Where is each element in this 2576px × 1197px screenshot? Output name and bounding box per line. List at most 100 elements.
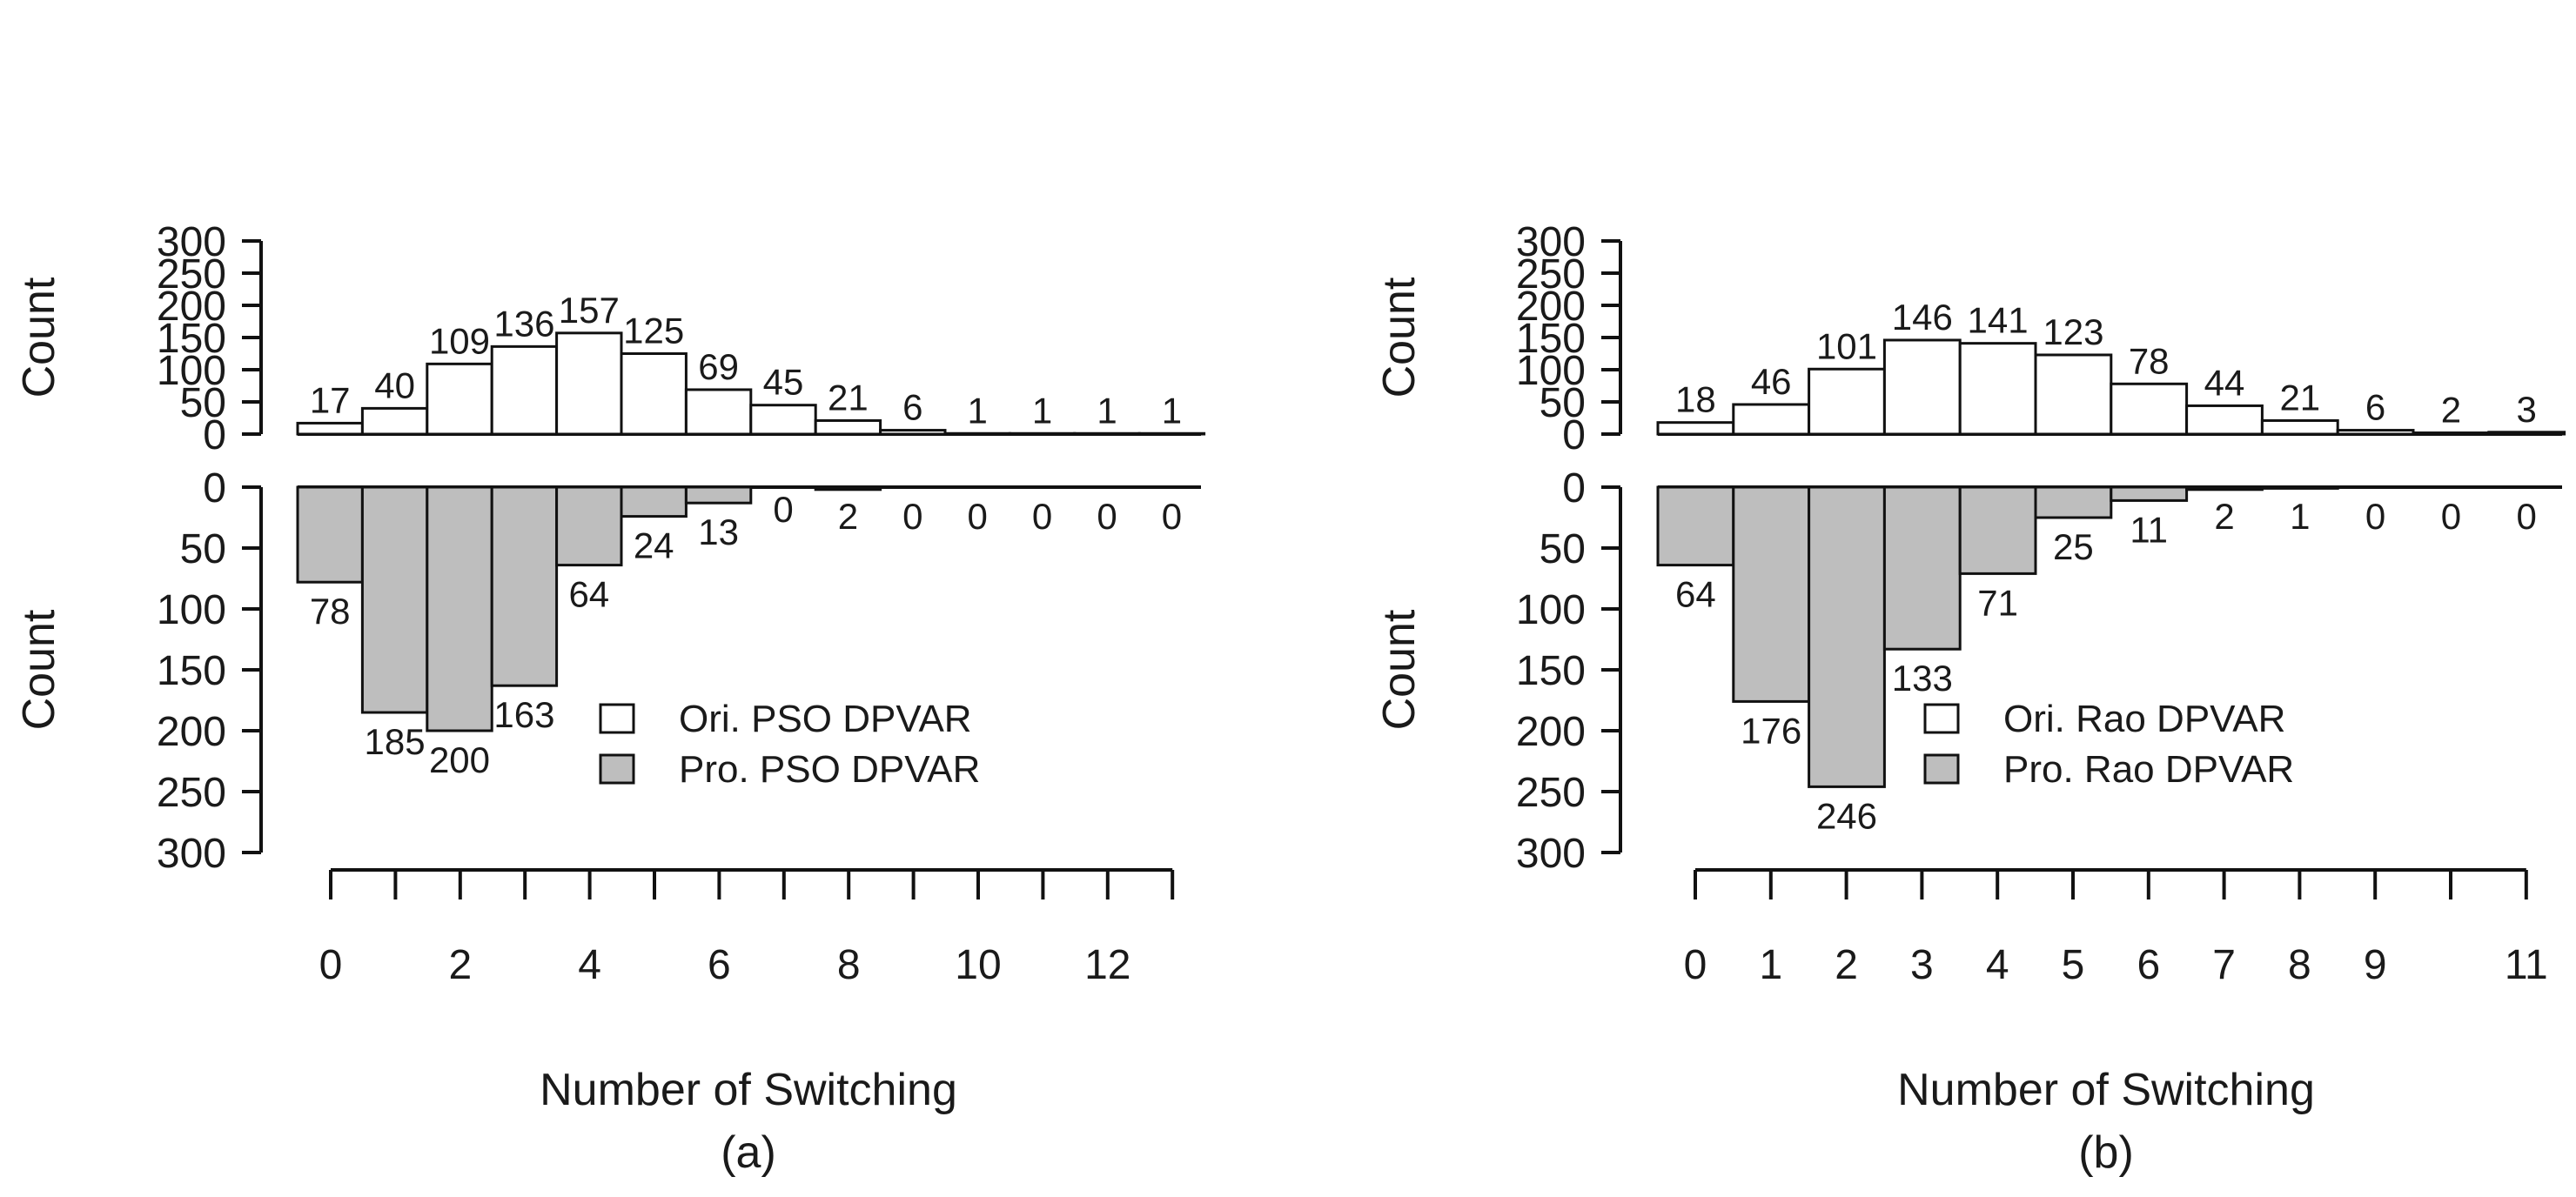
top-bar-value-label: 21	[828, 377, 869, 418]
bottom-bar-value-label: 0	[968, 496, 988, 537]
top-bar-value-label: 2	[2441, 390, 2461, 431]
top-bar	[684, 388, 753, 436]
x-tick-label: 2	[448, 942, 472, 988]
top-bar	[879, 429, 947, 436]
top-bar	[2412, 431, 2491, 436]
top-bar-value-label: 157	[559, 290, 620, 331]
top-bar-value-label: 1	[1032, 390, 1052, 431]
bottom-bar-value-label: 13	[698, 512, 739, 552]
top-bar-value-label: 146	[1892, 297, 1953, 338]
bottom-bar-value-label: 11	[2130, 509, 2168, 550]
legend-swatch	[599, 753, 635, 785]
x-tick-label: 0	[319, 942, 343, 988]
top-bar	[749, 404, 817, 436]
bottom-bar-value-label: 25	[2053, 526, 2094, 567]
top-bar	[943, 431, 1011, 436]
legend-label: Ori. PSO DPVAR	[679, 698, 972, 740]
top-bar	[1958, 342, 2037, 436]
bottom-bar-value-label: 185	[365, 721, 426, 762]
top-bar	[2487, 431, 2566, 436]
top-bar	[1732, 403, 1811, 436]
bottom-bar	[1808, 485, 1886, 788]
top-y-tick-label: 150	[1516, 316, 1586, 362]
bottom-bar-value-label: 0	[1097, 496, 1117, 537]
bottom-bar-value-label: 200	[429, 739, 490, 780]
top-bar	[426, 362, 493, 436]
bottom-bar	[1958, 485, 2037, 575]
legend-swatch	[1923, 753, 1960, 785]
top-bar	[1008, 431, 1077, 436]
x-tick-label: 10	[955, 942, 1001, 988]
bottom-bar	[1656, 485, 1735, 567]
top-bar-value-label: 1	[1097, 390, 1117, 431]
top-y-tick-label: 300	[157, 219, 226, 265]
top-bar	[1656, 421, 1735, 436]
bottom-y-tick-label: 300	[157, 831, 226, 877]
bottom-bar	[555, 485, 623, 567]
top-bar	[490, 344, 559, 436]
panel-label: (b)	[2078, 1127, 2134, 1178]
bottom-bar-value-label: 246	[1816, 795, 1877, 836]
bottom-bar	[2185, 485, 2264, 492]
top-bar	[1073, 431, 1141, 436]
top-bar-value-label: 1	[968, 390, 988, 431]
top-y-tick-label: 200	[157, 284, 226, 330]
bottom-y-tick-label: 0	[203, 465, 226, 512]
x-tick-label: 7	[2212, 942, 2236, 988]
bottom-y-tick-label: 150	[157, 648, 226, 694]
bottom-y-tick-label: 300	[1516, 831, 1586, 877]
legend-label: Pro. Rao DPVAR	[2003, 748, 2294, 791]
bottom-y-tick-label: 150	[1516, 648, 1586, 694]
x-tick-label: 8	[2288, 942, 2311, 988]
legend-swatch	[1923, 703, 1960, 734]
top-y-tick-label: 300	[1516, 219, 1586, 265]
bottom-y-tick-label: 100	[157, 587, 226, 633]
top-bar-value-label: 44	[2204, 362, 2245, 403]
top-y-tick-label: 200	[1516, 284, 1586, 330]
bottom-bar	[814, 485, 882, 492]
top-bar-value-label: 69	[698, 346, 739, 387]
x-tick-label: 0	[1684, 942, 1707, 988]
top-y-axis-title: Count	[14, 277, 64, 398]
bottom-bar-value-label: 78	[310, 591, 351, 632]
top-y-tick-label: 0	[1562, 412, 1586, 458]
x-tick-label: 1	[1759, 942, 1782, 988]
bottom-bar-value-label: 0	[1162, 496, 1182, 537]
bottom-bar-value-label: 71	[1977, 582, 2018, 623]
legend-swatch	[599, 703, 635, 734]
bottom-bar-value-label: 176	[1741, 710, 1801, 751]
x-tick-label: 12	[1084, 942, 1130, 988]
top-bar	[814, 418, 882, 436]
legend-label: Ori. Rao DPVAR	[2003, 698, 2285, 740]
top-bar	[296, 421, 364, 436]
bottom-bar	[1882, 485, 1962, 651]
bottom-y-tick-label: 200	[1516, 709, 1586, 755]
top-bar	[2034, 353, 2113, 436]
top-bar-value-label: 3	[2517, 389, 2537, 430]
panel-a-pso: 050100150200250300Count05010015020025030…	[14, 219, 1206, 1178]
top-y-tick-label: 100	[1516, 348, 1586, 394]
x-tick-label: 9	[2364, 942, 2387, 988]
top-bar	[360, 406, 429, 436]
x-tick-label: 6	[708, 942, 731, 988]
bottom-y-tick-label: 50	[180, 526, 226, 572]
bottom-bar-value-label: 64	[568, 574, 609, 615]
top-bar-value-label: 6	[2365, 387, 2385, 428]
bottom-y-axis-title: Count	[14, 609, 64, 730]
x-tick-label: 3	[1910, 942, 1934, 988]
legend-label: Pro. PSO DPVAR	[679, 748, 980, 791]
bottom-bar	[2034, 485, 2113, 519]
bottom-bar-value-label: 1	[2290, 496, 2310, 537]
top-bar	[2260, 418, 2339, 436]
top-bar-value-label: 125	[623, 311, 684, 351]
x-axis-title: Number of Switching	[1897, 1065, 2315, 1115]
bottom-bar	[684, 485, 753, 505]
bottom-y-tick-label: 50	[1540, 526, 1586, 572]
top-bar	[2336, 429, 2415, 436]
bottom-bar-value-label: 2	[2214, 496, 2234, 537]
top-bar-value-label: 136	[493, 303, 554, 344]
bottom-bar-value-label: 0	[2365, 496, 2385, 537]
bottom-bar	[620, 485, 688, 518]
x-tick-label: 2	[1835, 942, 1858, 988]
x-tick-label: 6	[2137, 942, 2160, 988]
